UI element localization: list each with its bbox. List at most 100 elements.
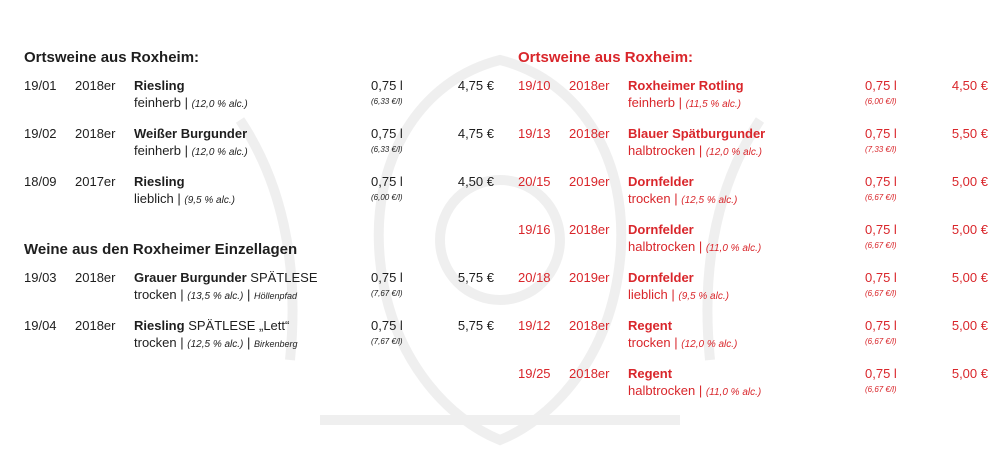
wine-row: 19/13 2018er Blauer Spätburgunder halbtrock…	[518, 126, 988, 174]
red-wine-column: Ortsweine aus Roxheim: 19/10 2018er Roxheim…	[518, 46, 988, 414]
article-number: 20/18	[518, 270, 551, 285]
coat-of-arms-watermark	[235, 54, 765, 446]
vintage: 2017er	[75, 174, 116, 189]
vineyard-site: Birkenberg	[254, 339, 298, 349]
article-number: 19/25	[518, 366, 551, 381]
wine-description: lieblich | (9,5 % alc.)	[134, 191, 235, 206]
alcohol-content: (11,0 % alc.)	[705, 243, 762, 254]
wine-row: 19/25 2018er Regent halbtrocken | (11,0 % a…	[518, 366, 988, 414]
grape-name: Dornfelder	[628, 270, 694, 285]
vintage: 2018er	[75, 318, 116, 333]
wine-name: Dornfelder	[628, 270, 694, 285]
taste-profile: feinherb	[134, 95, 181, 110]
vintage: 2018er	[569, 78, 610, 93]
wine-name: Riesling	[134, 174, 185, 189]
bottle-volume: 0,75 l	[371, 78, 403, 93]
section-title: Weine aus den Roxheimer Einzellagen	[24, 241, 298, 258]
wine-description: trocken | (13,5 % alc.) | Höllenpfad	[134, 287, 298, 302]
alcohol-content: (11,5 % alc.)	[685, 99, 741, 110]
wine-row: 20/18 2019er Dornfelder lieblich | (9,5 % a…	[518, 270, 988, 318]
price-per-liter: (6,33 €/l)	[371, 145, 403, 154]
taste-profile: trocken	[628, 335, 671, 350]
article-number: 19/13	[518, 126, 551, 141]
bottle-price: 5,00 €	[951, 174, 988, 189]
wine-name: Dornfelder	[628, 174, 694, 189]
wine-description: halbtrocken | (11,0 % alc.)	[628, 383, 762, 398]
article-number: 19/12	[518, 318, 551, 333]
bottle-volume: 0,75 l	[865, 78, 897, 93]
price-per-liter: (6,00 €/l)	[865, 97, 897, 106]
wine-row: 18/09 2017er Riesling lieblich | (9,5 % alc…	[24, 174, 494, 222]
grape-name: Regent	[628, 366, 673, 381]
vintage: 2018er	[569, 318, 610, 333]
taste-profile: halbtrocken	[628, 239, 696, 254]
taste-profile: trocken	[628, 191, 671, 206]
bottle-volume: 0,75 l	[371, 318, 403, 333]
grape-name: Riesling	[134, 78, 185, 93]
article-number: 18/09	[24, 174, 57, 189]
wine-description: halbtrocken | (11,0 % alc.)	[628, 239, 762, 254]
section-title: Ortsweine aus Roxheim:	[24, 49, 200, 66]
price-per-liter: (7,67 €/l)	[371, 289, 403, 298]
wine-name: Regent	[628, 318, 672, 333]
article-number: 19/02	[24, 126, 57, 141]
grape-name: Riesling	[134, 318, 185, 333]
taste-profile: trocken	[134, 287, 177, 302]
bottle-price: 4,75 €	[457, 126, 494, 141]
grape-name: Dornfelder	[628, 222, 694, 237]
taste-profile: trocken	[134, 335, 177, 350]
article-number: 19/04	[24, 318, 57, 333]
wine-description: lieblich | (9,5 % alc.)	[628, 287, 729, 302]
vintage: 2018er	[569, 222, 610, 237]
price-per-liter: (6,33 €/l)	[371, 97, 403, 106]
article-number: 20/15	[518, 174, 551, 189]
white-wine-column: Ortsweine aus Roxheim: 19/01 2018er Rieslin…	[24, 46, 494, 366]
alcohol-content: (12,0 % alc.)	[681, 339, 738, 350]
wine-row: 19/10 2018er Roxheimer Rotling feinherb | (…	[518, 78, 988, 126]
bottle-price: 5,00 €	[951, 270, 988, 285]
bottle-volume: 0,75 l	[865, 174, 897, 189]
grape-name: Dornfelder	[628, 174, 694, 189]
alcohol-content: (12,5 % alc.)	[681, 195, 738, 206]
vintage: 2019er	[569, 174, 610, 189]
article-number: 19/03	[24, 270, 57, 285]
taste-profile: halbtrocken	[628, 383, 696, 398]
alcohol-content: (9,5 % alc.)	[184, 195, 235, 206]
wine-name: Regent	[628, 366, 672, 381]
quality-label: SPÄTLESE	[246, 270, 318, 285]
wine-name: Riesling	[134, 78, 185, 93]
bottle-volume: 0,75 l	[371, 126, 403, 141]
grape-name: Riesling	[134, 174, 185, 189]
bottle-price: 4,50 €	[951, 78, 988, 93]
wine-description: trocken | (12,0 % alc.)	[628, 335, 738, 350]
wine-row: 19/02 2018er Weißer Burgunder feinherb | (1…	[24, 126, 494, 174]
wine-description: feinherb | (12,0 % alc.)	[134, 95, 248, 110]
bottle-price: 5,00 €	[951, 318, 988, 333]
price-per-liter: (6,67 €/l)	[865, 289, 897, 298]
bottle-price: 5,00 €	[951, 366, 988, 381]
bottle-price: 5,00 €	[951, 222, 988, 237]
wine-description: trocken | (12,5 % alc.) | Birkenberg	[134, 335, 298, 350]
vintage: 2018er	[75, 126, 116, 141]
vintage: 2018er	[569, 126, 610, 141]
wine-name: Riesling SPÄTLESE „Lett“	[134, 318, 289, 333]
vineyard-site: Höllenpfad	[254, 291, 298, 301]
wine-row: 19/16 2018er Dornfelder halbtrocken | (11,0…	[518, 222, 988, 270]
alcohol-content: (12,5 % alc.)	[187, 339, 244, 350]
taste-profile: lieblich	[628, 287, 668, 302]
grape-name: Blauer Spätburgunder	[628, 126, 766, 141]
section-title: Ortsweine aus Roxheim:	[518, 49, 694, 66]
bottle-price: 4,75 €	[457, 78, 494, 93]
bottle-volume: 0,75 l	[865, 270, 897, 285]
bottle-volume: 0,75 l	[865, 318, 897, 333]
vintage: 2018er	[75, 270, 116, 285]
wine-name: Blauer Spätburgunder	[628, 126, 765, 141]
alcohol-content: (12,0 % alc.)	[705, 147, 762, 158]
bottle-price: 5,50 €	[951, 126, 988, 141]
price-per-liter: (6,67 €/l)	[865, 337, 897, 346]
wine-name: Grauer Burgunder SPÄTLESE	[134, 270, 318, 285]
grape-name: Weißer Burgunder	[134, 126, 248, 141]
price-per-liter: (6,67 €/l)	[865, 385, 897, 394]
taste-profile: feinherb	[134, 143, 181, 158]
wine-row: 19/01 2018er Riesling feinherb | (12,0 % al…	[24, 78, 494, 126]
